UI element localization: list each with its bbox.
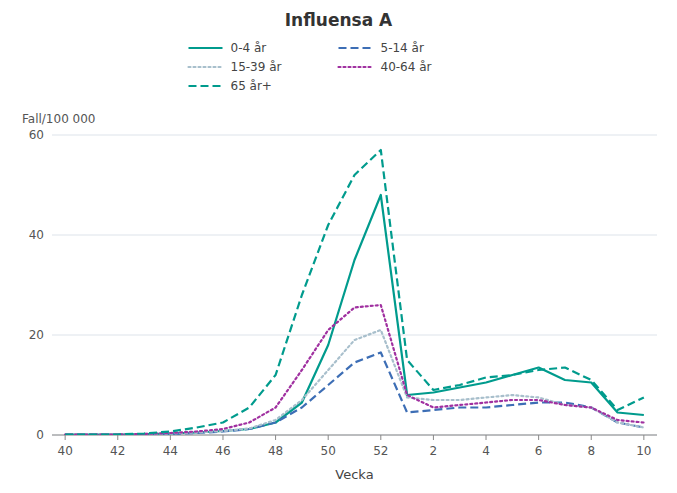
chart: Influensa A0204060Fall/100 0004042444648… — [0, 0, 677, 493]
legend-key — [339, 66, 373, 68]
legend-key — [189, 85, 223, 87]
x-tick — [275, 435, 276, 440]
x-tick — [643, 435, 644, 440]
legend-label: 0-4 år — [231, 41, 267, 55]
series-line — [65, 330, 644, 435]
x-tick — [222, 435, 223, 440]
x-tick-label: 50 — [321, 444, 336, 458]
legend-label: 65 år+ — [231, 79, 272, 93]
x-tick-label: 52 — [373, 444, 388, 458]
y-axis-label: Fall/100 000 — [22, 112, 96, 126]
x-axis: 40424446485052246810 — [52, 435, 657, 458]
x-tick-label: 42 — [110, 444, 125, 458]
x-tick-label: 6 — [535, 444, 543, 458]
y-tick-label: 40 — [29, 228, 44, 242]
x-tick-label: 46 — [215, 444, 230, 458]
series-line — [65, 195, 644, 435]
legend-key — [189, 66, 223, 68]
x-tick-label: 4 — [482, 444, 490, 458]
x-tick — [170, 435, 171, 440]
y-axis: 0 20 40 60 — [29, 128, 657, 442]
series-line — [65, 150, 644, 435]
x-tick — [433, 435, 434, 440]
x-tick-label: 40 — [58, 444, 73, 458]
y-tick-label: 60 — [29, 128, 44, 142]
x-tick — [117, 435, 118, 440]
x-tick-label: 2 — [430, 444, 438, 458]
x-tick — [380, 435, 381, 440]
legend: 0-4 år 5-14 år 15-39 år 40-64 år 65 år+ — [189, 41, 432, 93]
legend-label: 5-14 år — [381, 41, 424, 55]
x-tick-label: 44 — [163, 444, 178, 458]
legend-label: 40-64 år — [381, 60, 432, 74]
legend-label: 15-39 år — [231, 60, 282, 74]
x-axis-label: Vecka — [335, 467, 373, 482]
x-tick — [328, 435, 329, 440]
grid-line — [52, 335, 657, 336]
grid-line — [52, 235, 657, 236]
x-tick-label: 8 — [587, 444, 595, 458]
x-tick — [538, 435, 539, 440]
series-line — [65, 305, 644, 435]
x-tick-label: 48 — [268, 444, 283, 458]
x-tick — [486, 435, 487, 440]
x-tick — [65, 435, 66, 440]
lines — [65, 150, 644, 435]
legend-key — [339, 47, 373, 49]
x-tick — [591, 435, 592, 440]
grid-line — [52, 135, 657, 136]
series-line — [65, 353, 644, 435]
y-tick-label: 20 — [29, 328, 44, 342]
y-tick-label: 0 — [36, 428, 44, 442]
title: Influensa A — [285, 10, 393, 30]
x-tick-label: 10 — [636, 444, 651, 458]
legend-key — [189, 47, 223, 49]
